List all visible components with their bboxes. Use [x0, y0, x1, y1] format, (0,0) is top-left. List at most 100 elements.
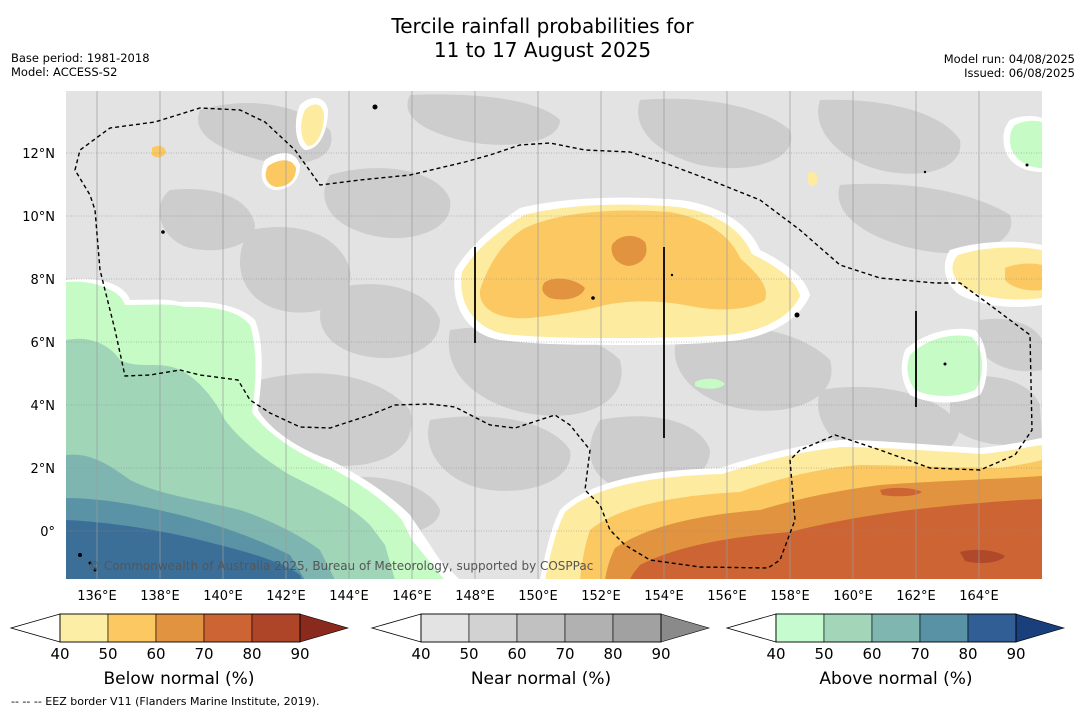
above-normal-west	[66, 281, 445, 579]
below-normal-east	[952, 247, 1042, 300]
title-line-1: Tercile rainfall probabilities for	[391, 14, 694, 38]
map-credit: © Commonwealth of Australia 2025, Bureau…	[88, 559, 593, 573]
eez-footnote: -- -- -- EEZ border V11 (Flanders Marine…	[11, 695, 320, 708]
cb-near-tick-90: 90	[651, 645, 670, 663]
colorbar-near-normal: 40 50 60 70 80 90 Near normal (%)	[370, 613, 711, 689]
lat-label-2n: 2°N	[31, 462, 56, 477]
map-field: © Commonwealth of Australia 2025, Bureau…	[66, 91, 1042, 579]
colorbar-near-segment-40	[420, 613, 470, 643]
lon-label-138e: 138°E	[140, 589, 180, 604]
colorbar-near-label: Near normal (%)	[471, 669, 611, 689]
cb-near-tick-50: 50	[459, 645, 478, 663]
colorbar-above-segment-50	[823, 613, 873, 643]
colorbar-above-min-arrow	[725, 613, 777, 643]
title-line-2: 11 to 17 August 2025	[433, 38, 652, 62]
lon-label-146e: 146°E	[392, 589, 432, 604]
colorbar-near-max-arrow	[660, 613, 711, 643]
vertical-markers	[474, 247, 917, 438]
latitude-labels: 12°N 10°N 8°N 6°N 4°N 2°N 0°	[22, 147, 55, 540]
colorbar-above-segment-40	[775, 613, 825, 643]
cb-near-tick-80: 80	[603, 645, 622, 663]
lat-label-4n: 4°N	[31, 399, 56, 414]
below-normal-patch-c	[152, 145, 166, 158]
below-normal-patch-d	[808, 172, 818, 187]
cb-below-tick-60: 60	[146, 645, 165, 663]
colorbar-above-segment-80	[967, 613, 1017, 643]
below-normal-central	[461, 204, 800, 338]
cb-above-tick-70: 70	[910, 645, 929, 663]
eez-border	[74, 107, 1033, 569]
base-period: Base period: 1981-2018	[11, 51, 150, 65]
model-run: Model run: 04/08/2025	[943, 52, 1075, 66]
cb-above-tick-60: 60	[862, 645, 881, 663]
lon-label-148e: 148°E	[455, 589, 495, 604]
lat-label-8n: 8°N	[31, 273, 56, 288]
colorbar-near-segment-60	[516, 613, 566, 643]
colorbar-above-label: Above normal (%)	[819, 669, 972, 689]
cb-above-tick-40: 40	[766, 645, 785, 663]
colorbar-below-normal: 40 50 60 70 80 90 Below normal (%)	[9, 613, 350, 689]
grid	[66, 91, 1042, 579]
colorbar-near-segment-50	[468, 613, 518, 643]
cb-above-tick-80: 80	[958, 645, 977, 663]
lon-label-142e: 142°E	[266, 589, 306, 604]
cb-below-tick-90: 90	[290, 645, 309, 663]
colorbar-near-min-arrow	[370, 613, 422, 643]
above-normal-east-patch	[907, 335, 983, 396]
colorbar-below-min-arrow	[9, 613, 61, 643]
colorbar-below-segment-60	[155, 613, 205, 643]
longitude-labels: 136°E 138°E 140°E 142°E 144°E 146°E 148°…	[77, 589, 999, 604]
cb-above-tick-90: 90	[1006, 645, 1025, 663]
colorbar-near-segment-70	[564, 613, 614, 643]
colorbar-below-segment-40	[59, 613, 109, 643]
cb-below-tick-50: 50	[98, 645, 117, 663]
above-normal-northeast-patch	[1010, 120, 1042, 168]
lon-label-150e: 150°E	[518, 589, 558, 604]
meta-right: Model run: 04/08/2025 Issued: 06/08/2025	[944, 52, 1075, 80]
colorbar-below-label: Below normal (%)	[104, 669, 255, 689]
colorbar-near-frame	[420, 613, 662, 643]
colorbar-above-segment-60	[871, 613, 921, 643]
lon-label-144e: 144°E	[329, 589, 369, 604]
lon-label-156e: 156°E	[707, 589, 747, 604]
colorbar-near-segment-80	[612, 613, 662, 643]
islands	[78, 104, 1029, 572]
colorbar-above-max-arrow	[1015, 613, 1066, 643]
cb-near-tick-60: 60	[507, 645, 526, 663]
colorbar-below-segment-70	[203, 613, 253, 643]
colorbar-above-frame	[775, 613, 1017, 643]
lat-label-0: 0°	[40, 525, 55, 540]
lon-label-152e: 152°E	[581, 589, 621, 604]
colorbar-below-frame	[59, 613, 301, 643]
below-normal-patch-b	[301, 104, 324, 146]
colorbar-below-segment-50	[107, 613, 157, 643]
model-name: Model: ACCESS-S2	[11, 65, 118, 79]
below-normal-southeast	[545, 445, 1042, 579]
cb-above-tick-50: 50	[814, 645, 833, 663]
lon-label-162e: 162°E	[896, 589, 936, 604]
map-title: Tercile rainfall probabilities for 11 to…	[0, 14, 1085, 62]
lon-label-158e: 158°E	[770, 589, 810, 604]
cb-near-tick-40: 40	[411, 645, 430, 663]
colorbar-below-max-arrow	[299, 613, 350, 643]
lat-label-10n: 10°N	[22, 210, 55, 225]
lon-label-164e: 164°E	[959, 589, 999, 604]
lon-label-160e: 160°E	[833, 589, 873, 604]
lat-label-6n: 6°N	[31, 336, 56, 351]
issued-date: Issued: 06/08/2025	[964, 66, 1075, 80]
lon-label-154e: 154°E	[644, 589, 684, 604]
cb-below-tick-40: 40	[50, 645, 69, 663]
colorbar-below-segment-80	[251, 613, 301, 643]
below-normal-patch-a	[265, 160, 296, 187]
meta-left: Base period: 1981-2018 Model: ACCESS-S2	[11, 51, 150, 79]
lat-label-12n: 12°N	[22, 147, 55, 162]
cb-below-tick-70: 70	[194, 645, 213, 663]
colorbar-above-segment-70	[919, 613, 969, 643]
lon-label-136e: 136°E	[77, 589, 117, 604]
colorbar-above-normal: 40 50 60 70 80 90 Above normal (%)	[725, 613, 1066, 689]
above-normal-small-patch	[695, 378, 725, 389]
cb-below-tick-80: 80	[242, 645, 261, 663]
cb-near-tick-70: 70	[555, 645, 574, 663]
lon-label-140e: 140°E	[203, 589, 243, 604]
